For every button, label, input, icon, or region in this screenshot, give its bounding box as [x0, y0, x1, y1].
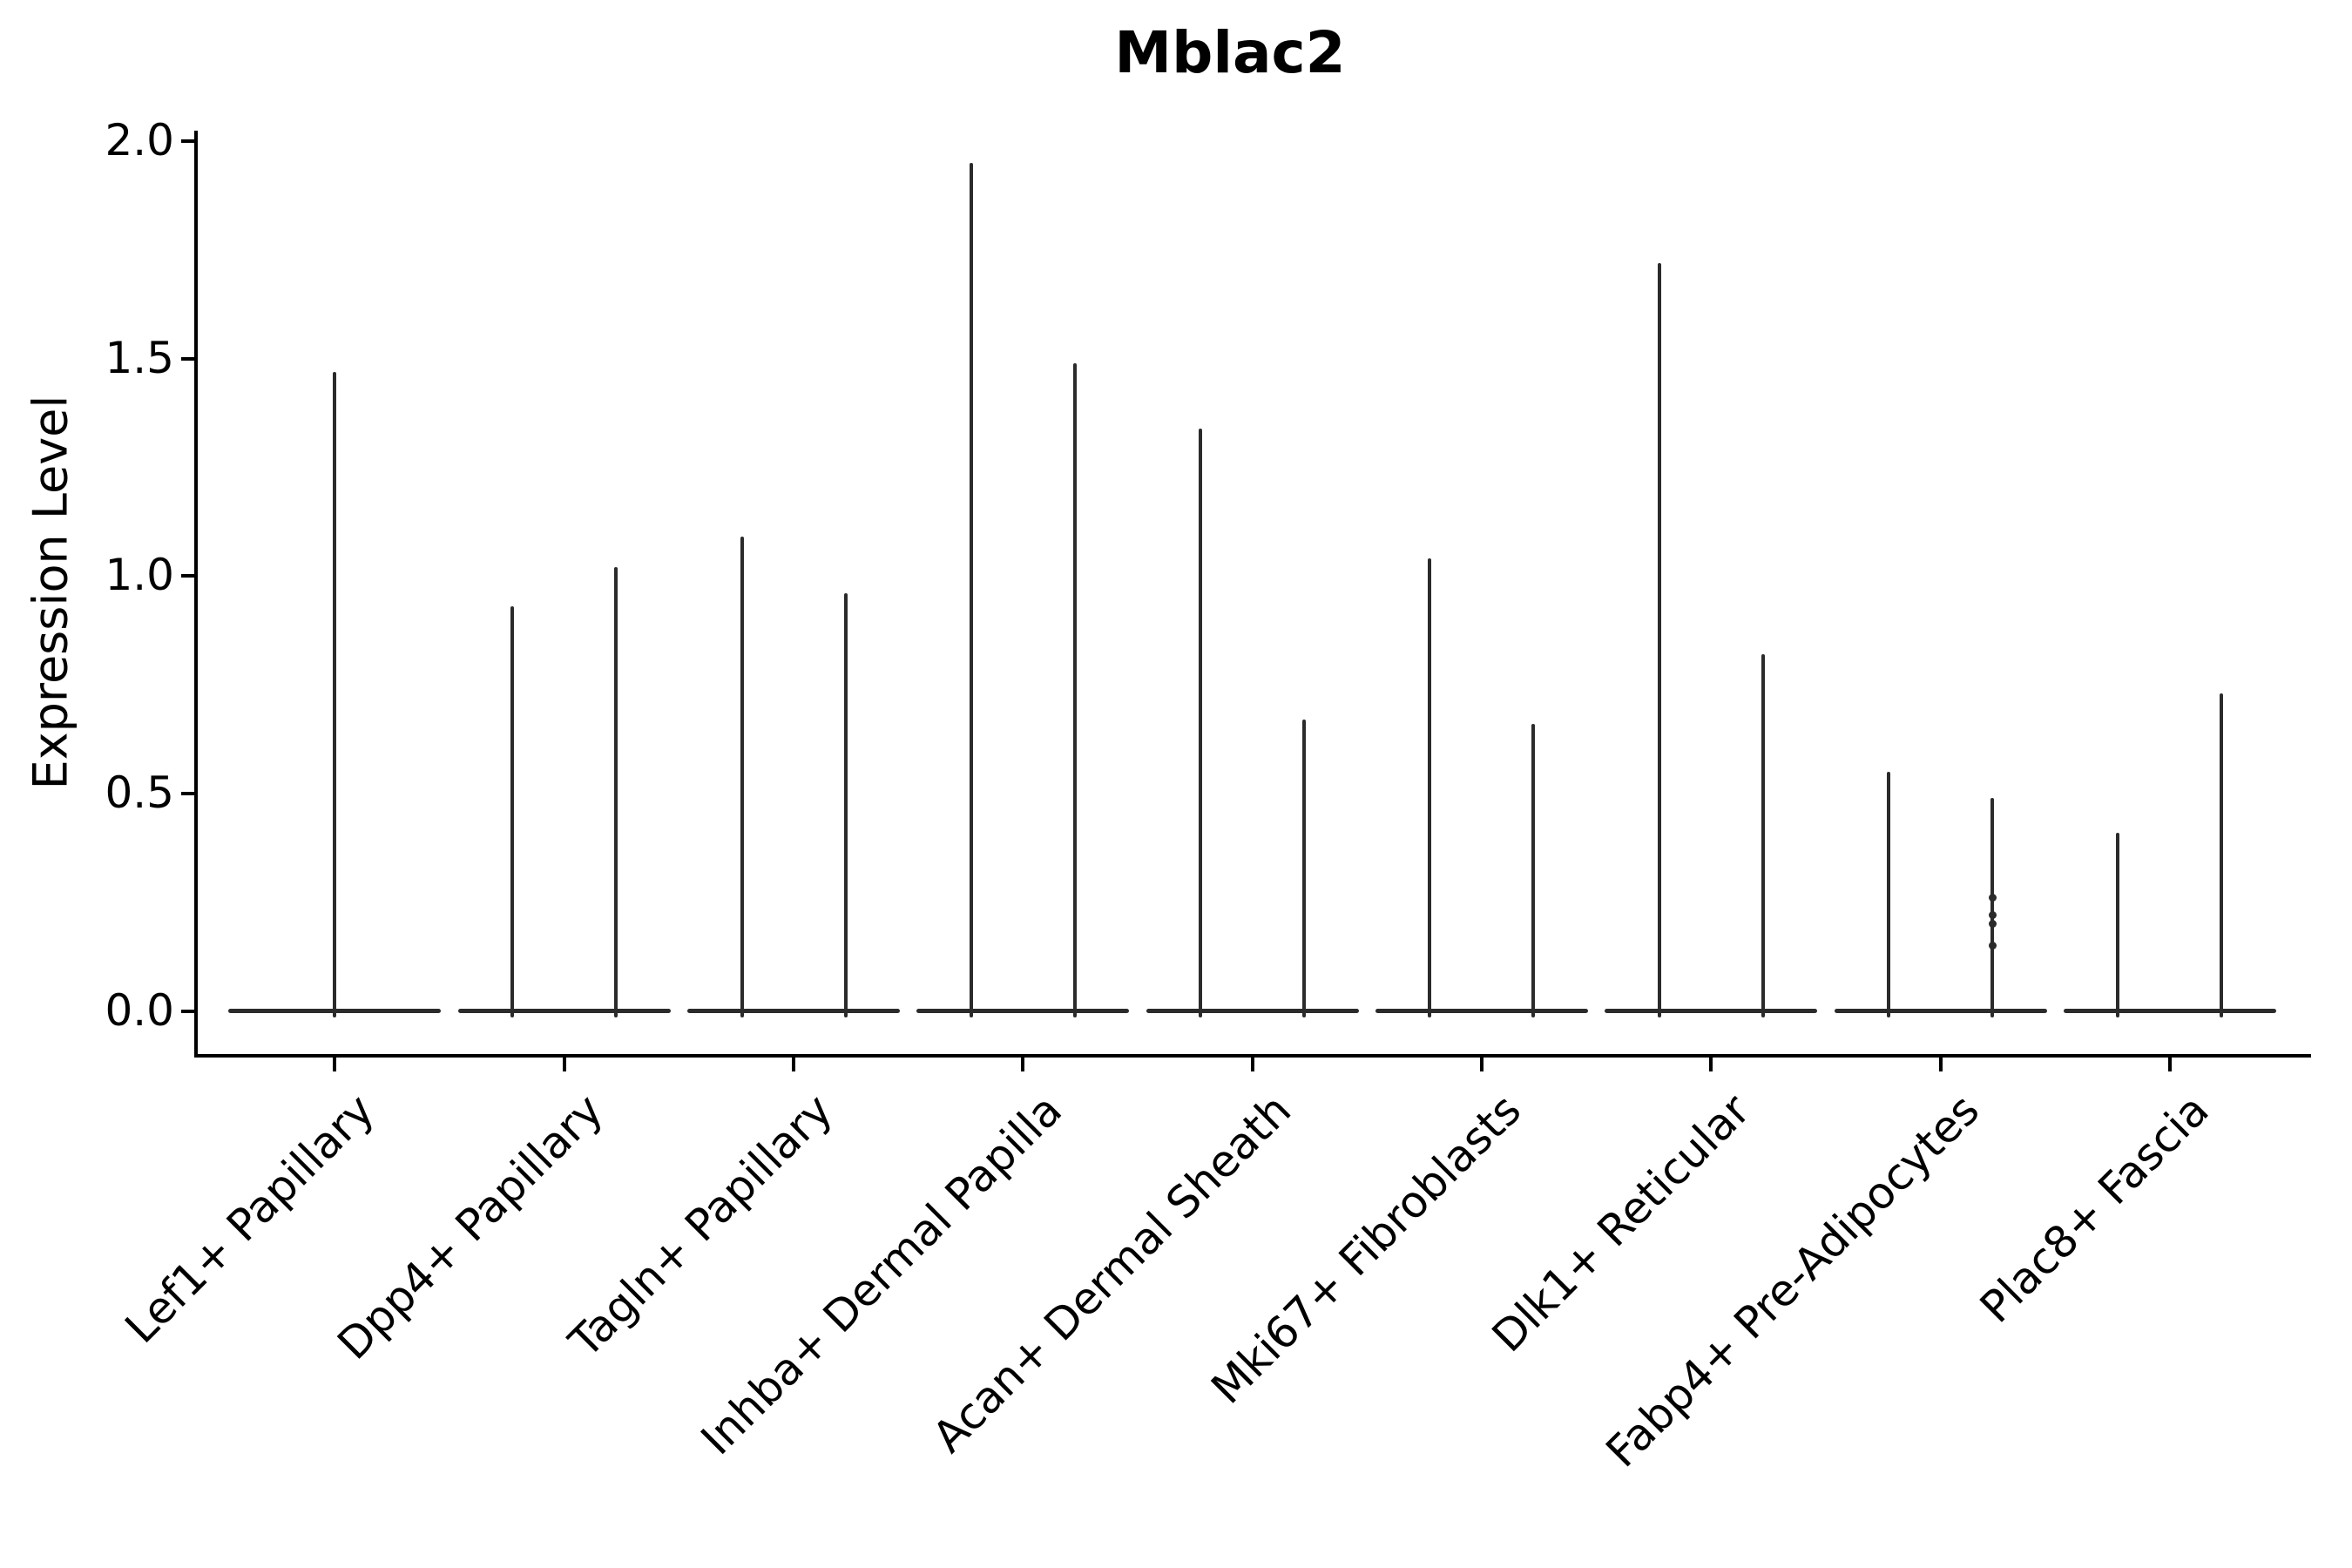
violin-baseline — [916, 1009, 1130, 1013]
violin-spike — [510, 606, 515, 1017]
violin-baseline — [457, 1009, 671, 1013]
violin-point — [1988, 942, 1997, 950]
y-axis-tick — [181, 356, 196, 361]
y-axis-tick — [181, 1009, 196, 1013]
violin-spike — [740, 537, 744, 1017]
x-axis-tick — [1250, 1056, 1254, 1071]
violin-spike — [1199, 428, 1203, 1017]
y-tick-label: 0.5 — [105, 767, 174, 818]
y-axis-spine — [194, 131, 198, 1058]
violin-point — [1988, 920, 1997, 929]
violin-baseline — [1605, 1009, 1818, 1013]
violin-spike — [614, 567, 618, 1017]
x-axis-tick — [562, 1056, 566, 1071]
violin-spike — [1761, 654, 1765, 1017]
violin-spike — [1887, 771, 1890, 1017]
y-tick-label: 1.0 — [105, 550, 174, 601]
violin-spike — [1531, 724, 1536, 1017]
violin-baseline — [2063, 1009, 2276, 1013]
violin-spike — [843, 593, 848, 1017]
violin-spike — [2116, 832, 2120, 1017]
violin-spike — [333, 371, 337, 1017]
x-axis-tick — [792, 1056, 795, 1071]
x-tick-label-text: Lef1+ Papillary — [115, 1085, 384, 1354]
violin-point — [1988, 911, 1997, 920]
x-axis-tick — [333, 1056, 337, 1071]
violin-baseline — [687, 1009, 900, 1013]
violin-point — [1988, 894, 1997, 902]
y-tick-label: 2.0 — [105, 114, 174, 166]
violin-spike — [2220, 693, 2224, 1017]
violin-spike — [1428, 558, 1432, 1017]
violin-spike — [1990, 797, 1994, 1017]
violin-spike — [1302, 720, 1307, 1017]
chart-title: Mblac2 — [1114, 19, 1346, 86]
violin-baseline — [1146, 1009, 1359, 1013]
x-axis-tick — [1938, 1056, 1943, 1071]
x-axis-tick — [1709, 1056, 1713, 1071]
x-tick-label-text: Fabp4+ Pre-Adipocytes — [1597, 1085, 1990, 1477]
y-axis-tick — [181, 791, 196, 795]
y-axis-tick — [181, 139, 196, 144]
violin-spike — [1657, 262, 1661, 1017]
y-axis-tick — [181, 574, 196, 578]
x-tick-label-text: Plac8+ Fascia — [1970, 1085, 2219, 1333]
violin-spike — [1072, 362, 1077, 1017]
violin-baseline — [1834, 1009, 2047, 1013]
y-tick-label: 0.0 — [105, 984, 174, 1036]
y-tick-label: 1.5 — [105, 332, 174, 383]
violin-baseline — [1375, 1009, 1588, 1013]
x-axis-tick — [2167, 1056, 2172, 1071]
x-axis-tick — [1479, 1056, 1484, 1071]
violin-spike — [969, 163, 973, 1017]
x-axis-tick — [1021, 1056, 1025, 1071]
